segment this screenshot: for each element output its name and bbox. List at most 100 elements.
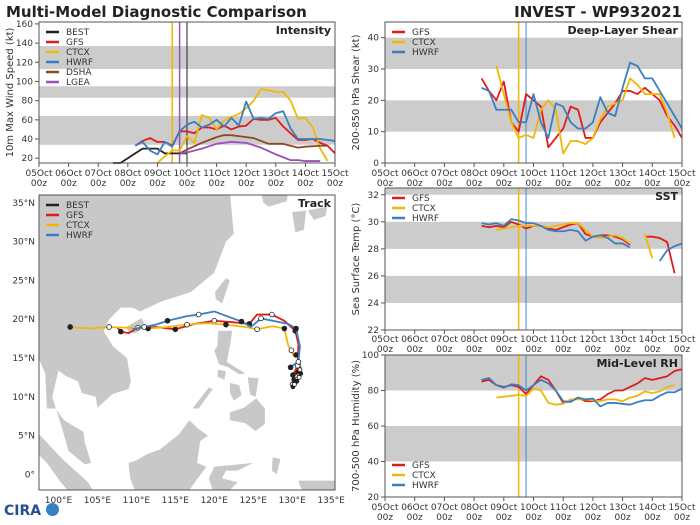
y-tick-label: 26 [368,272,380,282]
y-tick-label: 100 [362,351,379,361]
panay-negros [229,382,242,401]
x-tick-label-top: 00z [466,345,482,355]
y-tick-label: 80 [368,387,380,397]
borneo [128,420,209,490]
new-guinea [298,480,335,490]
cira-logo: CIRA [4,503,59,519]
x-tick-label: 00z [525,179,541,189]
x-tick-label: 00z [674,179,690,189]
x-tick-label: 13Oct [609,169,636,179]
x-tick-label: 12Oct [579,503,606,513]
x-tick-label: 08Oct [461,503,488,513]
track-point-gfs [117,328,124,335]
x-tick-label: 00z [120,179,136,189]
x-tick-label-top: 07Oct [431,335,458,345]
series-line-gfs [480,77,683,149]
track-point-gfs [290,372,296,378]
y-tick-label: 5°N [18,432,35,442]
x-tick-label-top: 00z [674,345,690,355]
track-point-gfs [269,311,275,318]
y-tick-label: 20 [368,493,380,503]
legend-label-ctcx: CTCX [412,38,436,48]
track-point-ctcx [293,352,299,358]
x-tick-label: 00z [496,513,512,523]
series-line-ctcx [496,222,631,245]
x-tick-label: 05Oct [371,169,398,179]
y-tick-label: 15°N [12,354,35,364]
mainland-asia [39,195,234,465]
x-tick-label-top: 00z [644,345,660,355]
y-tick-label: 30 [368,65,380,75]
x-tick-label: 15Oct [668,169,695,179]
x-tick-label: 120°E [201,496,229,506]
mindoro [217,369,226,380]
hainan [126,318,145,334]
shading-band [385,426,682,462]
track-line-hwrf [132,310,301,369]
sumatra [39,434,93,490]
y-tick-label: 20 [368,96,380,106]
y-tick-label: 30°N [12,238,35,248]
y-tick-label: 20 [22,154,34,164]
x-tick-label-top: 15Oct [668,335,695,345]
track-point-hwrf [295,359,302,365]
palawan [192,387,213,409]
x-tick-label: 06Oct [55,169,82,179]
track-point-hwrf [293,325,299,332]
series-line-ctcx [644,233,654,259]
x-tick-label: 07Oct [85,169,112,179]
x-tick-label: 00z [436,513,452,523]
x-tick-label: 00z [466,179,482,189]
legend-label-dsha: DSHA [66,68,92,78]
x-tick-label: 00z [644,513,660,523]
panel-title: Mid-Level RH [596,357,678,370]
x-tick-label-top: 00z [555,345,571,355]
x-tick-label: 11Oct [550,169,577,179]
x-tick-label: 12Oct [233,169,260,179]
x-tick-label: 00z [615,179,631,189]
series-line-hwrf [658,242,683,262]
y-tick-label: 20°N [12,315,35,325]
track-point-ctcx [67,324,73,330]
x-tick-label: 00z [377,179,393,189]
y-tick-label: 80 [22,97,34,107]
x-tick-label: 05Oct [25,169,52,179]
x-tick-label: 09Oct [490,503,517,513]
track-point-ctcx [281,325,288,332]
x-tick-label: 00z [407,179,423,189]
x-tick-label-top: 00z [407,345,423,355]
japan-shikoku [307,206,328,220]
y-tick-label: 0° [25,470,35,480]
track-point-hwrf [141,324,147,330]
legend-label-hwrf: HWRF [412,48,439,58]
track-point-hwrf [164,317,171,324]
track-point-ctcx [106,324,112,330]
track-point-best [294,378,300,384]
panel-rh: 2040608010005Oct00z05Oct00z06Oct00z06Oct… [351,335,696,523]
x-tick-label: 09Oct [144,169,171,179]
track-point-gfs [172,326,179,333]
x-tick-label: 00z [644,179,660,189]
x-tick-label: 00z [525,513,541,523]
legend-label-gfs: GFS [66,211,84,221]
track-point-best [292,382,297,387]
y-tick-label: 60 [22,116,34,126]
x-tick-label: 14Oct [639,503,666,513]
shading-band [385,100,682,132]
shading-band [385,275,682,303]
y-tick-label: 32 [368,191,379,201]
x-tick-label: 14Oct [639,169,666,179]
x-tick-label: 15Oct [668,503,695,513]
x-tick-label: 06Oct [401,169,428,179]
x-tick-label-top: 00z [585,345,601,355]
legend-label-lgea: LGEA [66,78,91,88]
x-tick-label: 100°E [45,496,73,506]
x-tick-label: 08Oct [114,169,141,179]
luzon [214,330,246,375]
y-tick-label: 140 [16,39,33,49]
legend-label-best: BEST [66,28,90,38]
x-tick-label: 00z [674,513,690,523]
x-tick-label: 00z [297,179,313,189]
cira-globe-icon [45,503,59,516]
